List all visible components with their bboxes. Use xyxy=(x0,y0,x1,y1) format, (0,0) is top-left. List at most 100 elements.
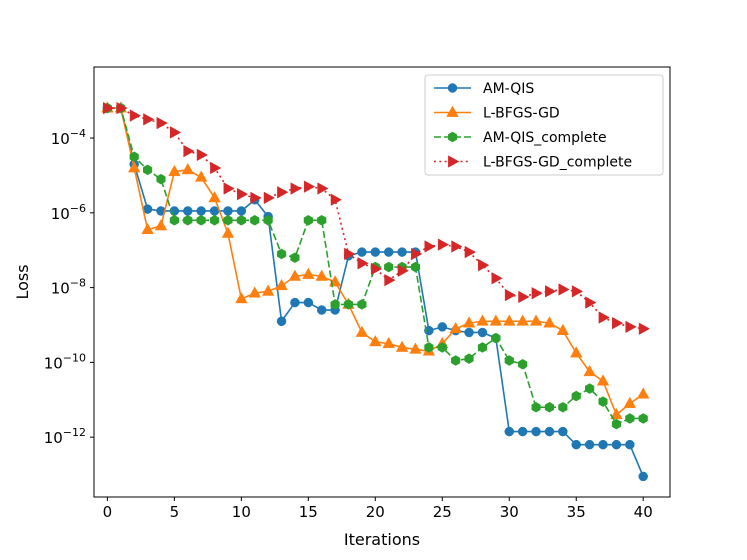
data-point xyxy=(462,316,476,328)
data-point xyxy=(236,206,247,216)
legend-item: AM-QIS xyxy=(434,81,534,97)
data-point xyxy=(491,332,501,344)
data-point xyxy=(315,269,328,281)
data-point xyxy=(531,401,541,413)
data-point xyxy=(517,426,528,437)
data-point xyxy=(571,285,584,298)
data-point xyxy=(625,439,635,450)
legend-marker xyxy=(448,155,460,168)
data-point xyxy=(489,314,503,326)
data-point xyxy=(478,258,490,272)
data-point xyxy=(369,334,382,347)
data-point xyxy=(277,186,289,199)
data-point xyxy=(141,222,154,235)
data-point xyxy=(625,413,635,424)
data-point xyxy=(571,439,581,450)
data-point xyxy=(223,182,235,195)
data-point xyxy=(170,126,182,139)
data-point xyxy=(411,247,423,261)
data-point xyxy=(370,262,383,276)
data-point xyxy=(316,305,327,315)
x-tick-label: 40 xyxy=(634,503,653,521)
data-point xyxy=(583,364,596,377)
data-point xyxy=(290,252,300,263)
legend-label: L-BFGS-GD xyxy=(483,106,560,122)
data-point xyxy=(290,182,302,195)
data-point xyxy=(236,187,249,201)
data-point xyxy=(451,355,461,366)
data-point xyxy=(409,342,422,354)
data-point xyxy=(558,426,568,437)
data-point xyxy=(531,287,543,300)
legend-item: L-BFGS-GD_complete xyxy=(434,155,632,171)
x-tick-label: 15 xyxy=(299,503,318,521)
data-point xyxy=(516,314,529,326)
data-point xyxy=(183,206,193,216)
y-tick-label: 10−4 xyxy=(51,127,86,148)
data-point xyxy=(302,267,315,279)
data-point xyxy=(424,325,434,336)
data-point xyxy=(543,316,556,328)
data-point xyxy=(317,182,329,195)
data-point xyxy=(464,327,474,338)
data-point xyxy=(181,162,194,175)
data-point xyxy=(531,426,541,437)
data-point xyxy=(276,316,287,327)
data-point xyxy=(250,191,262,205)
data-point xyxy=(276,248,287,260)
data-point xyxy=(168,164,181,177)
data-point xyxy=(518,358,528,370)
data-point xyxy=(437,342,447,353)
data-point xyxy=(344,247,356,261)
data-point xyxy=(210,161,222,175)
data-point xyxy=(585,296,597,309)
x-tick-label: 5 xyxy=(170,503,180,521)
data-point xyxy=(464,245,476,259)
legend-item: L-BFGS-GD xyxy=(434,106,560,122)
data-point xyxy=(290,297,300,308)
data-point xyxy=(611,439,622,450)
data-point xyxy=(261,284,275,296)
y-tick-label: 10−12 xyxy=(44,426,86,447)
x-tick-label: 0 xyxy=(103,503,113,521)
data-point xyxy=(357,299,367,310)
data-point xyxy=(637,387,650,399)
data-point xyxy=(169,215,179,226)
data-point xyxy=(303,297,314,308)
data-point xyxy=(263,215,273,226)
data-point xyxy=(625,320,637,334)
data-point xyxy=(196,206,206,216)
data-point xyxy=(343,299,354,310)
x-tick-label: 10 xyxy=(232,503,251,521)
data-point xyxy=(129,109,142,122)
data-point xyxy=(424,240,436,253)
data-point xyxy=(598,439,608,450)
data-point xyxy=(250,215,260,226)
data-point xyxy=(208,191,221,203)
data-point xyxy=(504,355,514,366)
data-point xyxy=(556,323,570,335)
x-tick-label: 30 xyxy=(500,503,519,521)
data-point xyxy=(638,322,651,335)
legend-marker xyxy=(447,131,458,143)
data-point xyxy=(395,340,409,352)
x-tick-label: 25 xyxy=(433,503,452,521)
data-point xyxy=(317,215,327,226)
y-axis-label: Loss xyxy=(13,264,32,299)
data-point xyxy=(235,291,248,304)
data-point xyxy=(248,286,261,298)
data-point xyxy=(303,180,316,193)
data-point xyxy=(491,272,503,285)
data-point xyxy=(223,206,233,216)
data-point xyxy=(183,144,195,158)
data-point xyxy=(477,327,488,338)
data-point xyxy=(410,261,421,273)
x-tick-label: 20 xyxy=(366,503,385,521)
data-point xyxy=(383,247,394,257)
legend-label: AM-QIS_complete xyxy=(483,130,607,146)
data-point xyxy=(544,401,555,413)
data-point xyxy=(529,314,543,326)
legend-marker xyxy=(447,83,458,93)
data-point xyxy=(571,390,581,402)
